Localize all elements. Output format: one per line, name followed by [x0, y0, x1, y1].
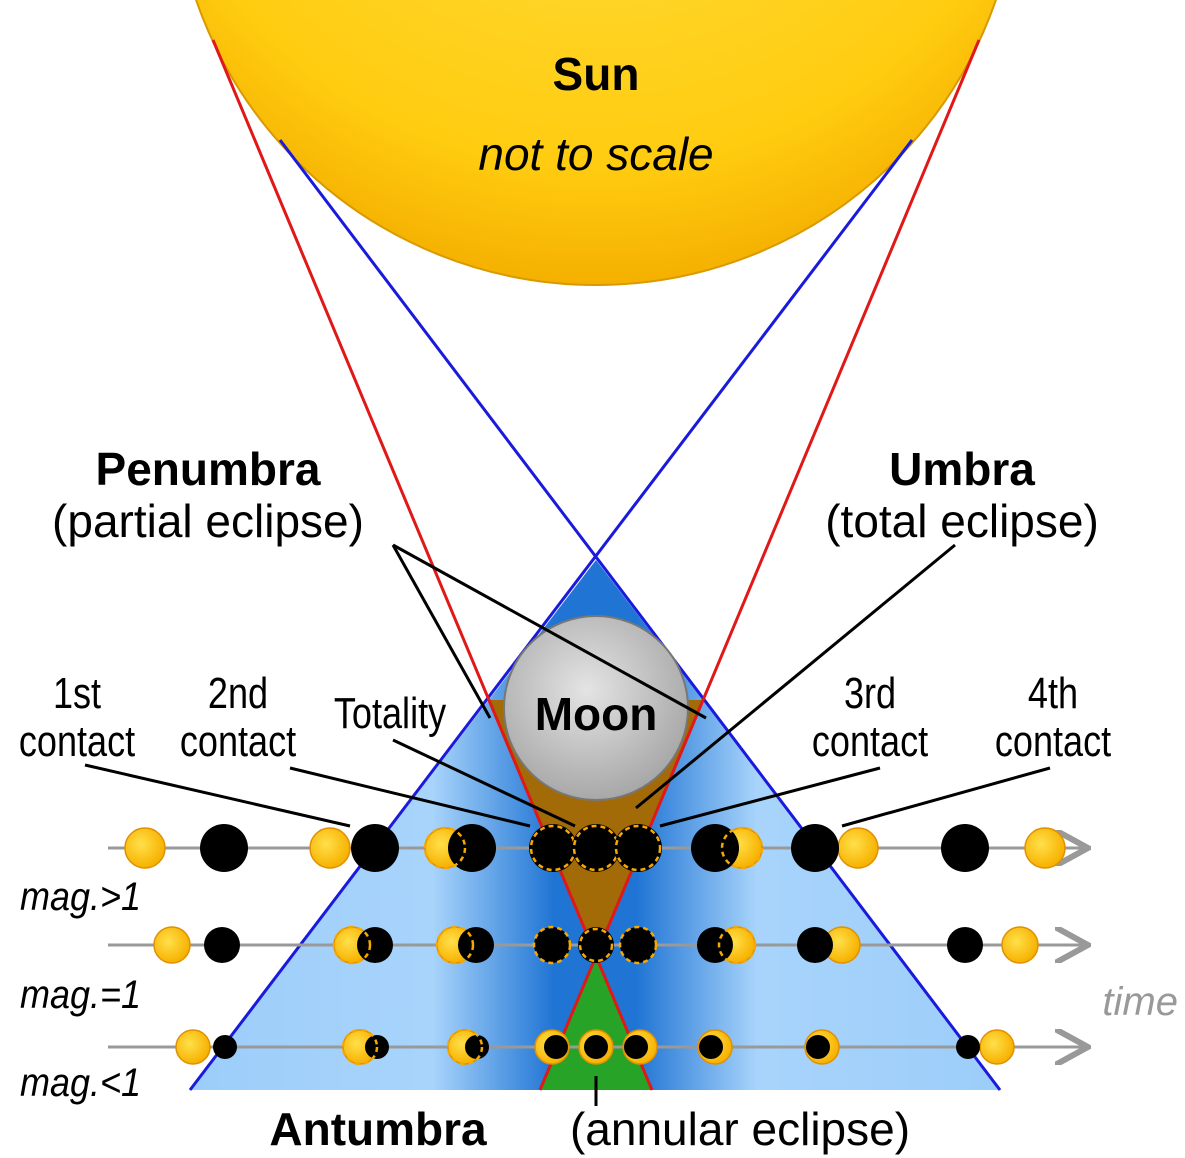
- moon-disk: [544, 1035, 568, 1059]
- row-label: mag.=1: [20, 973, 141, 1017]
- moon-disk: [351, 824, 399, 872]
- moon-disk: [465, 1035, 489, 1059]
- moon-disk: [797, 927, 833, 963]
- umbra-subtitle: (total eclipse): [825, 495, 1099, 547]
- moon-disk: [200, 824, 248, 872]
- small-sun: [1002, 927, 1038, 963]
- moon-disk: [578, 927, 614, 963]
- small-sun: [838, 828, 878, 868]
- small-sun: [980, 1030, 1014, 1064]
- moon-disk: [458, 927, 494, 963]
- moon-disk: [572, 824, 620, 872]
- contact-label: contact: [19, 717, 135, 766]
- small-sun: [154, 927, 190, 963]
- moon-disk: [529, 824, 577, 872]
- small-sun: [1025, 828, 1065, 868]
- moon-disk: [791, 824, 839, 872]
- contact-label: 2nd: [208, 669, 268, 718]
- contact-label: 4th: [1028, 669, 1078, 718]
- moon-label: Moon: [535, 688, 658, 740]
- moon-disk: [624, 1035, 648, 1059]
- moon-disk: [620, 927, 656, 963]
- moon-disk: [534, 927, 570, 963]
- small-sun: [176, 1030, 210, 1064]
- moon-disk: [697, 927, 733, 963]
- moon-disk: [699, 1035, 723, 1059]
- moon-disk: [584, 1035, 608, 1059]
- totality-label: Totality: [334, 689, 447, 738]
- row-label: mag.<1: [20, 1061, 141, 1105]
- moon-disk: [213, 1035, 237, 1059]
- row-label: mag.>1: [20, 875, 141, 919]
- time-label: time: [1102, 980, 1178, 1024]
- contact-label: 3rd: [844, 669, 896, 718]
- umbra-title: Umbra: [889, 443, 1035, 495]
- sun-label: Sun: [553, 48, 640, 100]
- eclipse-diagram: Sun not to scale Moon Penumbra (partial …: [0, 0, 1185, 1158]
- moon-disk: [614, 824, 662, 872]
- antumbra-subtitle: (annular eclipse): [570, 1103, 910, 1155]
- antumbra-title: Antumbra: [269, 1103, 487, 1155]
- contact-label: 1st: [53, 669, 101, 718]
- small-sun: [125, 828, 165, 868]
- contact-label: contact: [812, 717, 928, 766]
- penumbra-title: Penumbra: [96, 443, 321, 495]
- moon-disk: [947, 927, 983, 963]
- small-sun: [310, 828, 350, 868]
- moon-disk: [357, 927, 393, 963]
- moon-disk: [204, 927, 240, 963]
- moon-disk: [941, 824, 989, 872]
- sun-note: not to scale: [478, 128, 713, 180]
- penumbra-subtitle: (partial eclipse): [52, 495, 364, 547]
- contact-label: contact: [180, 717, 296, 766]
- moon-disk: [956, 1035, 980, 1059]
- moon-disk: [806, 1035, 830, 1059]
- contact-label: contact: [995, 717, 1111, 766]
